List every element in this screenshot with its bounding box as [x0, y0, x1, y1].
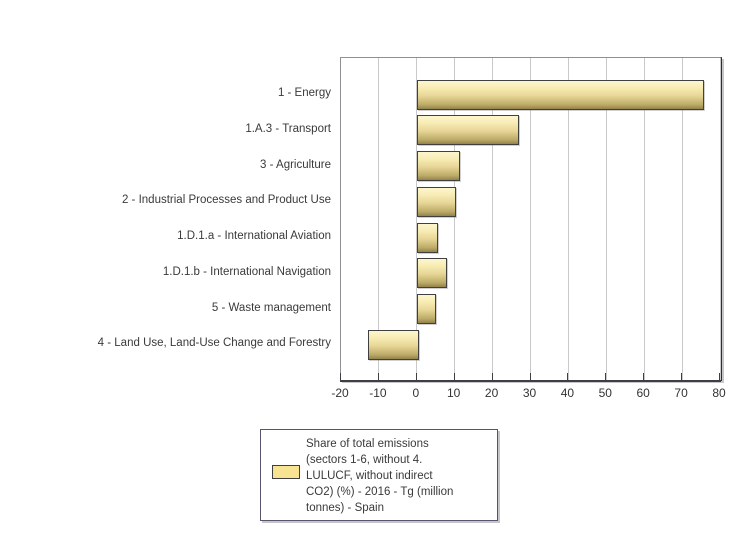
legend-line: tonnes) - Spain — [306, 502, 384, 514]
legend-swatch-icon — [272, 465, 300, 479]
bar-7[interactable] — [417, 294, 436, 324]
bar-1[interactable] — [417, 80, 704, 110]
bar-6[interactable] — [417, 258, 447, 288]
legend: Share of total emissions (sectors 1-6, w… — [260, 429, 498, 521]
gridline — [719, 58, 721, 381]
x-axis-tick — [719, 373, 720, 381]
x-tick-label: -20 — [331, 386, 349, 400]
x-axis-tick — [529, 373, 531, 381]
gridline — [378, 58, 380, 381]
x-axis-tick — [567, 373, 569, 381]
legend-line: (sectors 1-6, without 4. — [306, 454, 423, 466]
x-tick-label: 30 — [522, 386, 537, 400]
gridline — [567, 58, 569, 381]
bar-5[interactable] — [417, 223, 438, 253]
x-tick-label: -10 — [369, 386, 387, 400]
gridline — [530, 58, 531, 381]
x-tick-label: 80 — [712, 386, 726, 400]
category-label: 1.D.1.b - International Navigation — [162, 266, 331, 278]
x-tick-label: 0 — [412, 386, 420, 400]
category-label: 1 - Energy — [277, 87, 331, 99]
x-axis-line — [340, 380, 721, 382]
x-axis-tick — [377, 373, 379, 381]
gridline — [454, 58, 456, 381]
category-label: 4 - Land Use, Land-Use Change and Forest… — [97, 337, 331, 349]
x-axis-tick — [340, 373, 341, 381]
x-tick-label: 50 — [598, 386, 612, 400]
bar-3[interactable] — [417, 151, 460, 181]
bar-8[interactable] — [368, 330, 419, 360]
gridline — [416, 58, 418, 381]
gridline — [492, 58, 494, 381]
x-axis-tick — [643, 373, 645, 381]
x-axis-tick — [415, 373, 417, 381]
plot-area — [340, 57, 722, 381]
x-axis-tick — [605, 373, 607, 381]
legend-line: CO2) (%) - 2016 - Tg (million — [306, 486, 454, 498]
legend-label: Share of total emissions (sectors 1-6, w… — [306, 436, 492, 516]
x-axis-tick — [681, 373, 683, 381]
x-tick-label: 10 — [447, 386, 461, 400]
bar-2[interactable] — [417, 115, 519, 145]
gridline — [681, 58, 683, 381]
category-label: 2 - Industrial Processes and Product Use — [121, 194, 331, 206]
x-axis-tick — [453, 373, 455, 381]
category-label: 3 - Agriculture — [260, 159, 331, 171]
category-label: 1.A.3 - Transport — [245, 123, 331, 135]
legend-line: LULUCF, without indirect — [306, 470, 433, 482]
x-tick-label: 40 — [560, 386, 575, 400]
category-label: 5 - Waste management — [211, 302, 331, 314]
gridline — [643, 58, 645, 381]
x-tick-label: 60 — [636, 386, 650, 400]
legend-line: Share of total emissions — [306, 438, 429, 450]
x-axis-tick — [491, 373, 493, 381]
bar-4[interactable] — [417, 187, 456, 217]
category-label: 1.D.1.a - International Aviation — [177, 230, 331, 242]
x-tick-label: 70 — [674, 386, 688, 400]
x-tick-label: 20 — [484, 386, 499, 400]
gridline — [605, 58, 607, 381]
